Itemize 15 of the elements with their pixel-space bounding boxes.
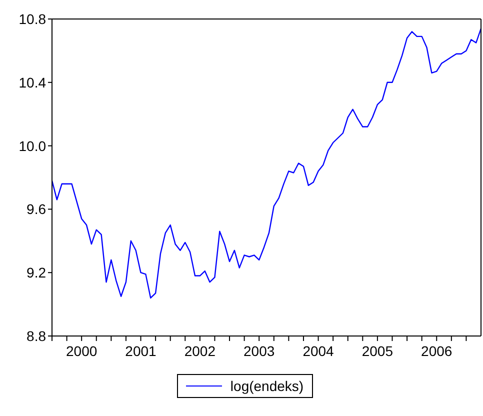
- x-tick-label: 2004: [302, 343, 334, 359]
- x-tick-label: 2001: [125, 343, 157, 359]
- x-tick-label: 2003: [244, 343, 275, 359]
- y-tick-label: 10.8: [18, 10, 46, 27]
- y-tick-label: 9.2: [26, 264, 46, 281]
- y-tick-label: 8.8: [26, 328, 46, 344]
- x-tick-label: 2006: [421, 343, 452, 359]
- x-tick-label: 2002: [184, 343, 216, 359]
- line-series: [52, 28, 481, 299]
- y-tick-label: 10.0: [18, 138, 46, 154]
- legend-label: log(endeks): [230, 378, 304, 394]
- y-tick-label: 10.4: [18, 74, 46, 90]
- x-tick-label: 2005: [362, 343, 394, 359]
- x-tick-label: 2000: [66, 343, 98, 359]
- y-tick-label: 9.6: [26, 201, 46, 218]
